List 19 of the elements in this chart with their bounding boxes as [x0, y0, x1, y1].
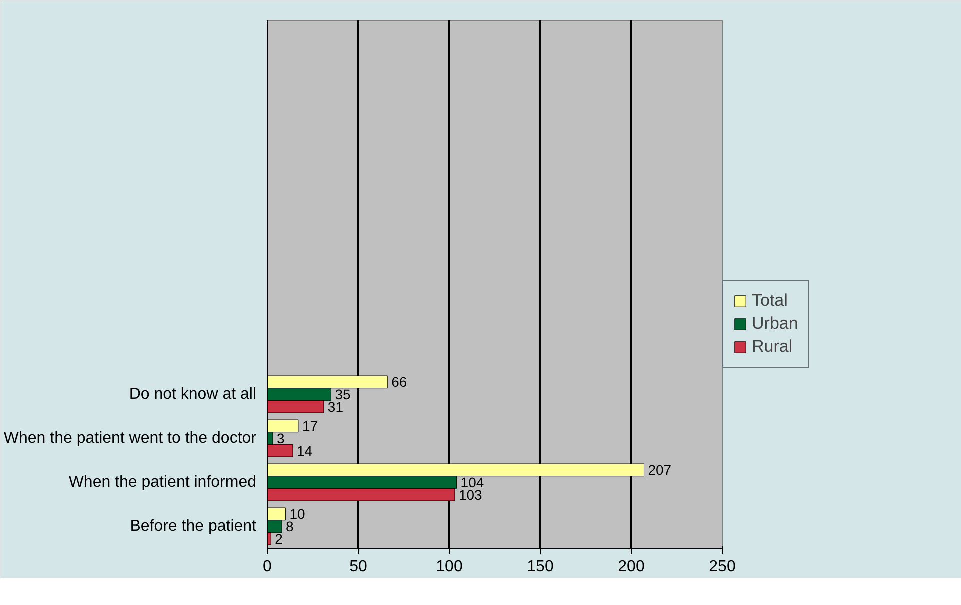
y-tick-label: Before the patient — [130, 518, 258, 535]
data-label: 2 — [275, 530, 284, 547]
legend-label: Urban — [752, 314, 798, 334]
legend-label: Rural — [752, 337, 793, 357]
x-tick-label: 0 — [263, 558, 272, 576]
data-label: 207 — [648, 462, 672, 478]
x-tick-label: 100 — [436, 558, 463, 576]
data-label: 14 — [296, 442, 313, 459]
data-label: 3 — [276, 430, 285, 446]
x-tick-label: 200 — [618, 558, 645, 576]
x-tick-label: 150 — [527, 558, 554, 576]
y-tick-label: When the patient informed — [68, 474, 257, 491]
x-tick-label: 50 — [350, 558, 368, 576]
y-tick-label: Do not know at all — [129, 386, 257, 403]
data-label: 66 — [392, 374, 408, 390]
data-label: 17 — [302, 418, 318, 434]
y-tick-label: When the patient went to the doctor — [4, 430, 258, 447]
x-tick-label: 250 — [709, 558, 736, 576]
legend-label: Total — [752, 291, 788, 311]
